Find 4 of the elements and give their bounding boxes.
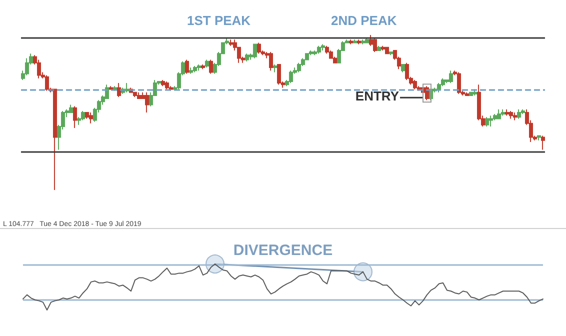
text: 1ST PEAK: [186, 13, 252, 28]
annotation: ENTRY: [355, 88, 400, 104]
text: 2ND PEAK: [330, 13, 398, 28]
chart-title: DIVERGENCE: [233, 242, 333, 259]
